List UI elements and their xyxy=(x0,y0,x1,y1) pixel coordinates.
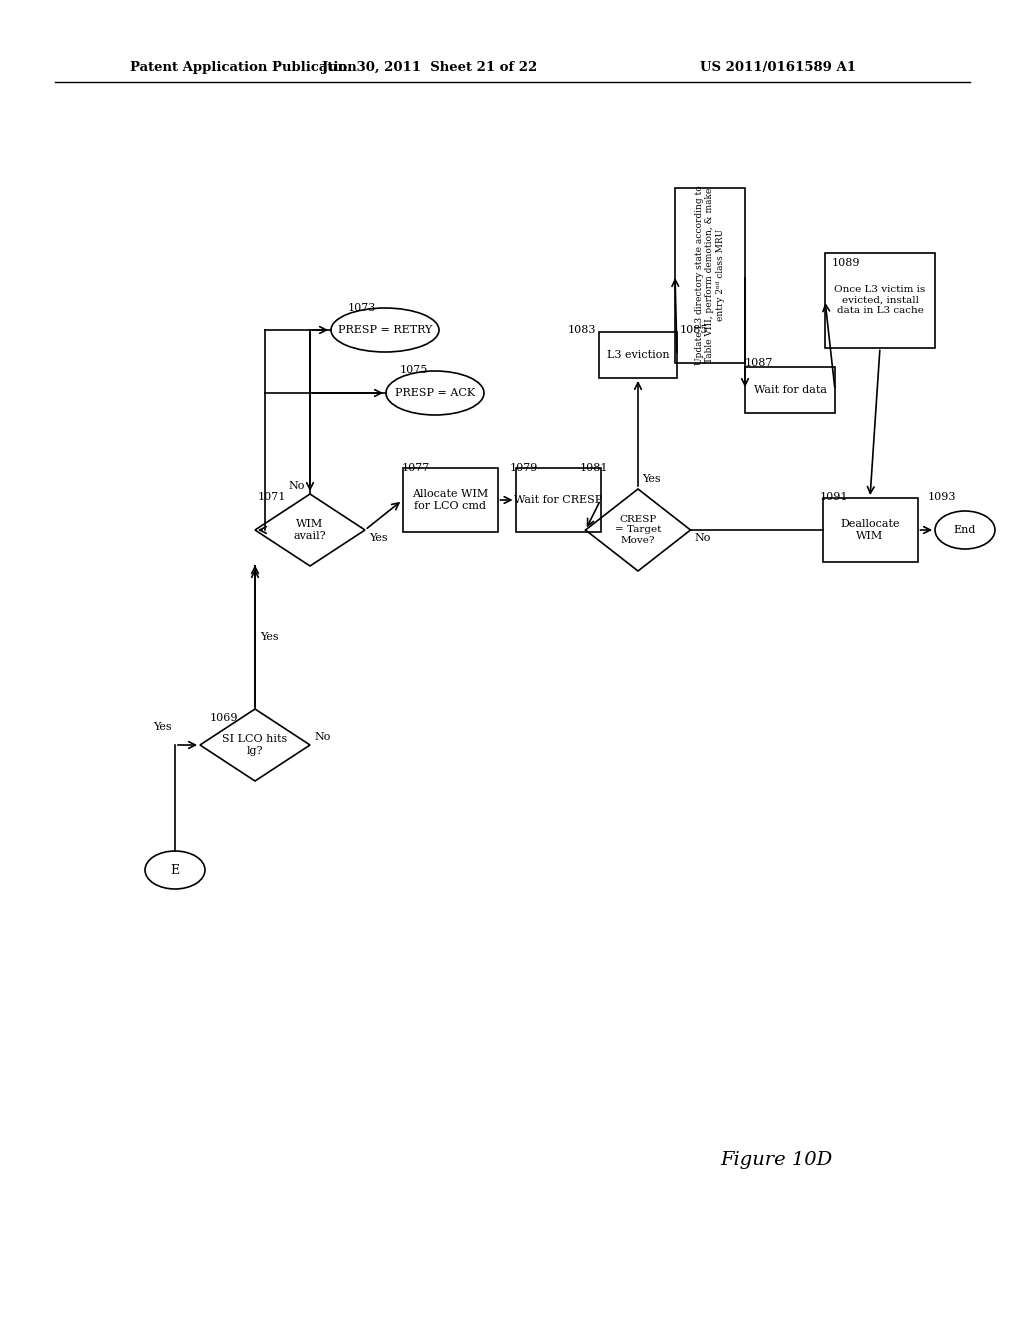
Text: Yes: Yes xyxy=(369,533,388,543)
Text: 1089: 1089 xyxy=(831,257,860,268)
Text: Yes: Yes xyxy=(153,722,172,733)
Text: Jun. 30, 2011  Sheet 21 of 22: Jun. 30, 2011 Sheet 21 of 22 xyxy=(323,62,538,74)
Text: Wait for data: Wait for data xyxy=(754,385,826,395)
Text: 1071: 1071 xyxy=(258,492,287,502)
Text: 1093: 1093 xyxy=(928,492,956,502)
Text: 1069: 1069 xyxy=(210,713,239,723)
Text: 1085: 1085 xyxy=(680,325,709,335)
Text: PRESP = RETRY: PRESP = RETRY xyxy=(338,325,432,335)
Text: Yes: Yes xyxy=(642,474,660,484)
Text: PRESP = ACK: PRESP = ACK xyxy=(395,388,475,399)
Text: Figure 10D: Figure 10D xyxy=(720,1151,833,1170)
Text: CRESP
= Target
Move?: CRESP = Target Move? xyxy=(614,515,662,545)
Text: Update L3 directory state according to
Table VIII, perform demotion, & make
entr: Update L3 directory state according to T… xyxy=(695,185,725,364)
Text: 1077: 1077 xyxy=(402,463,430,473)
Text: 1079: 1079 xyxy=(510,463,539,473)
Text: Wait for CRESP: Wait for CRESP xyxy=(514,495,602,506)
Text: 1073: 1073 xyxy=(348,304,377,313)
Text: Patent Application Publication: Patent Application Publication xyxy=(130,62,356,74)
Text: No: No xyxy=(288,480,304,491)
Text: Deallocate
WIM: Deallocate WIM xyxy=(841,519,900,541)
Text: No: No xyxy=(694,533,711,543)
Text: 1083: 1083 xyxy=(567,325,596,335)
Text: US 2011/0161589 A1: US 2011/0161589 A1 xyxy=(700,62,856,74)
Text: L3 eviction: L3 eviction xyxy=(606,350,670,360)
Text: 1087: 1087 xyxy=(745,358,773,368)
Text: 1075: 1075 xyxy=(400,366,428,375)
Text: Once L3 victim is
evicted, install
data in L3 cache: Once L3 victim is evicted, install data … xyxy=(835,285,926,315)
Text: SI LCO hits
lg?: SI LCO hits lg? xyxy=(222,734,288,756)
Text: WIM
avail?: WIM avail? xyxy=(294,519,327,541)
Text: Yes: Yes xyxy=(260,632,279,643)
Text: End: End xyxy=(953,525,976,535)
Text: Allocate WIM
for LCO cmd: Allocate WIM for LCO cmd xyxy=(412,490,488,511)
Text: 1091: 1091 xyxy=(820,492,849,502)
Text: E: E xyxy=(170,863,179,876)
Text: No: No xyxy=(314,733,331,742)
Text: 1081: 1081 xyxy=(580,463,608,473)
